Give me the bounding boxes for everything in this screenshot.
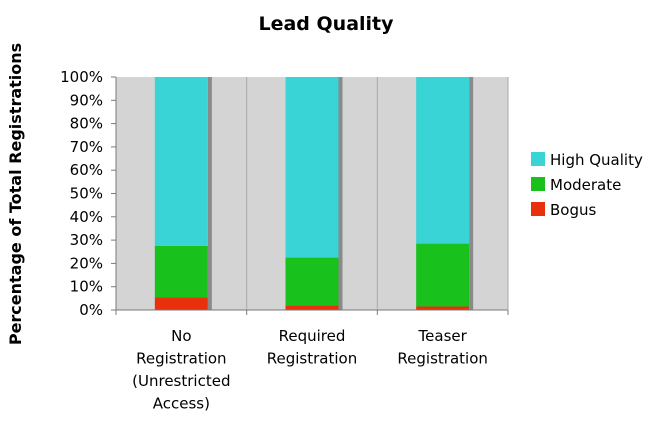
y-tick-label: 40%: [70, 208, 103, 226]
bar-segment-bogus: [285, 305, 339, 310]
y-tick-label: 10%: [70, 278, 103, 296]
category-dividers: [246, 77, 378, 310]
y-tick-label: 60%: [70, 161, 103, 179]
bar-stack: [416, 77, 474, 310]
legend-label: High Quality: [550, 151, 643, 169]
bar-segment-moderate: [154, 245, 208, 298]
legend-swatch: [531, 202, 545, 216]
legend-swatch: [531, 152, 545, 166]
bar-shadow: [338, 77, 343, 310]
legend-swatch: [531, 177, 545, 191]
y-tick-label: 20%: [70, 254, 103, 272]
bar-stack: [154, 77, 212, 310]
bar-shadow: [469, 77, 474, 310]
axes: [111, 76, 509, 315]
bar-segment-high-quality: [285, 77, 339, 258]
bar-stack: [285, 77, 343, 310]
y-tick-label: 80%: [70, 115, 103, 133]
bar-layer: [154, 77, 474, 310]
y-tick-labels: 0% 10% 20% 30% 40% 50% 60% 70% 80% 90% 100%: [60, 68, 103, 319]
bar-segment-high-quality: [154, 77, 208, 246]
category-label: No Registration (Unrestricted Access): [132, 327, 230, 413]
y-tick-label: 0%: [79, 301, 103, 319]
category-labels: No Registration (Unrestricted Access) Requir…: [132, 327, 488, 413]
y-tick-label: 50%: [70, 185, 103, 203]
category-label: Required Registration: [267, 327, 357, 368]
y-tick-label: 100%: [60, 68, 103, 86]
legend: High Quality Moderate Bogus: [531, 151, 643, 219]
bar-segment-bogus: [154, 297, 208, 310]
y-tick-label: 30%: [70, 231, 103, 249]
chart-title: Lead Quality: [258, 13, 394, 35]
bar-segment-moderate: [416, 243, 470, 307]
bar-segment-high-quality: [416, 77, 470, 244]
legend-label: Moderate: [550, 176, 621, 194]
bar-segment-moderate: [285, 257, 339, 306]
y-axis-label: Percentage of Total Registrations: [6, 43, 25, 345]
y-tick-label: 90%: [70, 91, 103, 109]
bar-segment-bogus: [416, 306, 470, 310]
category-label: Teaser Registration: [397, 327, 487, 368]
y-tick-label: 70%: [70, 138, 103, 156]
bar-shadow: [207, 77, 212, 310]
legend-label: Bogus: [550, 201, 596, 219]
